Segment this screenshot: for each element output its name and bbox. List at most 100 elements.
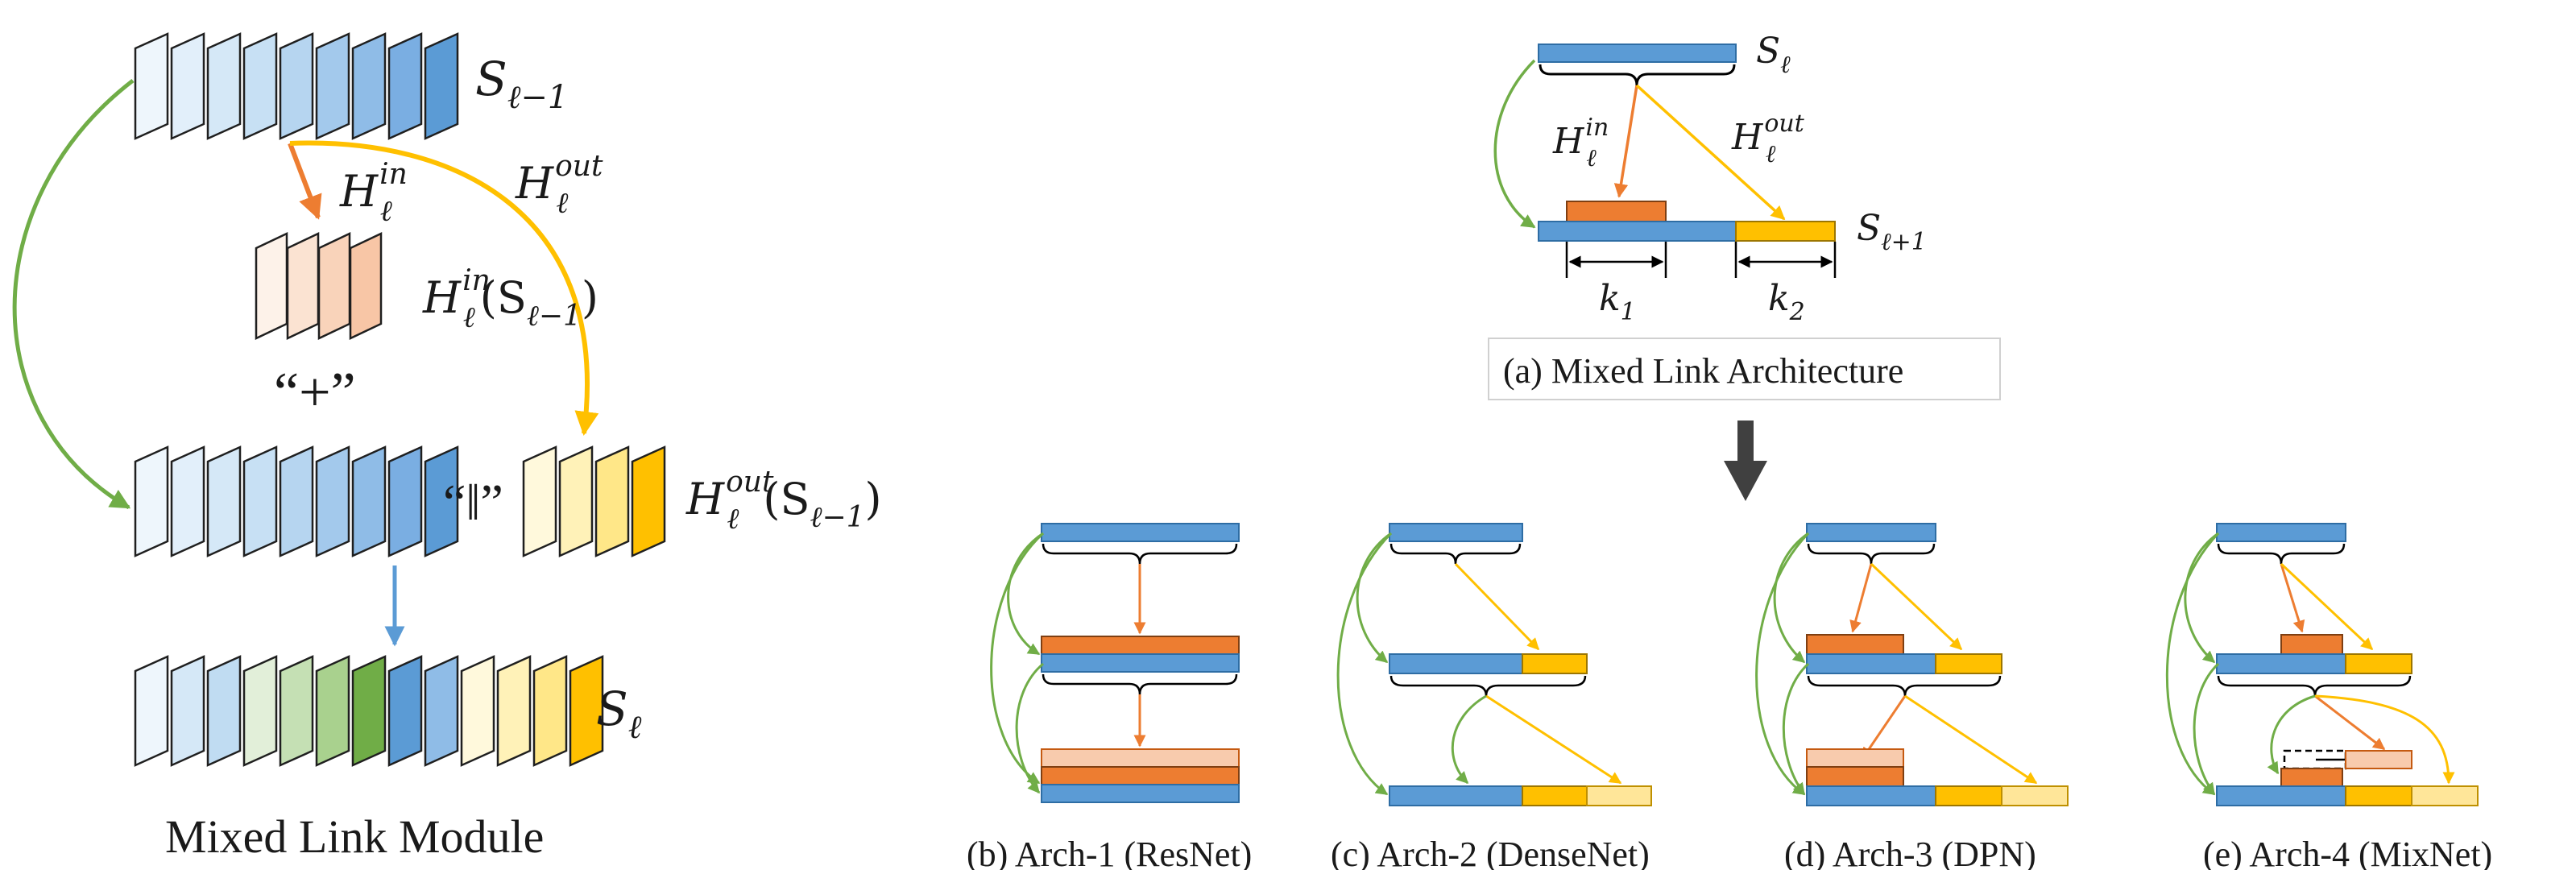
feature-map <box>206 445 242 557</box>
b-bot-orange <box>1041 766 1240 785</box>
feature-map <box>206 655 242 767</box>
d-skip-3 <box>1782 662 1810 796</box>
d-top-bar <box>1806 523 1936 542</box>
c-skip-3 <box>1451 694 1487 785</box>
c-bot-yellow-light <box>1586 785 1652 806</box>
feature-map <box>255 232 288 340</box>
d-skip-1 <box>1773 532 1809 664</box>
h-in-arrow <box>288 142 322 220</box>
b-skip-3 <box>1015 662 1044 794</box>
label-plus: “+” <box>274 362 356 424</box>
c-mid-yellow <box>1522 653 1588 674</box>
feature-map <box>594 445 630 557</box>
feature-map <box>315 655 350 767</box>
e-bot-orange <box>2280 768 2343 787</box>
e-yellow-arrow-1 <box>2280 562 2374 651</box>
feature-map <box>351 445 387 557</box>
arch-a-orange-block <box>1566 201 1667 222</box>
feature-map <box>170 445 205 557</box>
feature-map <box>351 655 387 767</box>
variant-b: (b) Arch-1 (ResNet) <box>967 523 1252 870</box>
feature-map <box>279 445 314 557</box>
d-bot-orange-light <box>1806 748 1904 768</box>
feature-map <box>315 32 350 140</box>
d-mid-blue <box>1806 653 1936 674</box>
d-bot-yellow-light <box>2001 785 2069 806</box>
e-mid-orange <box>2280 634 2343 655</box>
label-h-in: Hin ℓ <box>339 158 408 228</box>
feature-stack-concat-blue <box>134 445 459 557</box>
d-skip-2 <box>1755 532 1810 796</box>
e-skip-3 <box>2267 694 2316 775</box>
feature-map <box>387 445 423 557</box>
variant-d: (d) Arch-3 (DPN) <box>1755 523 2069 870</box>
e-bot-blue <box>2216 785 2346 806</box>
e-mid-blue <box>2216 653 2346 674</box>
label-h-out: Hout ℓ <box>515 150 603 220</box>
e-mid-yellow <box>2345 653 2412 674</box>
d-mid-yellow <box>1935 653 2002 674</box>
feature-map <box>522 445 557 557</box>
feature-map <box>317 232 351 340</box>
feature-map <box>242 32 278 140</box>
b-mid-orange <box>1041 636 1240 655</box>
feature-map <box>170 655 205 767</box>
d-bot-yellow <box>1935 785 2002 806</box>
b-mid-blue <box>1041 653 1240 673</box>
d-orange-arrow-1 <box>1849 563 1873 633</box>
arch-a-label-s-top: Sℓ <box>1756 31 1791 79</box>
transition-arrow-head <box>1724 461 1767 501</box>
arch-a-caption: (a) Mixed Link Architecture <box>1503 351 1903 391</box>
feature-map <box>351 32 387 140</box>
green-skip-arrow <box>12 79 135 510</box>
variant-c: (c) Arch-2 (DenseNet) <box>1331 523 1652 870</box>
c-yellow-arrow-1 <box>1454 562 1540 651</box>
arch-a-label-k2: k2 <box>1768 278 1805 326</box>
c-skip-1 <box>1356 532 1392 664</box>
d-bot-orange <box>1806 766 1904 787</box>
feature-map <box>279 655 314 767</box>
e-brace <box>2217 543 2346 565</box>
feature-map <box>279 32 314 140</box>
feature-map <box>170 32 205 140</box>
feature-map <box>286 232 320 340</box>
arch-a-label-k1: k1 <box>1599 278 1636 326</box>
c-caption: (c) Arch-2 (DenseNet) <box>1331 835 1650 870</box>
arch-a-s-bottom-yellow <box>1735 221 1836 242</box>
e-yellow-arrow-2 <box>2314 694 2455 785</box>
arch-a-label-h-in: Hin ℓ <box>1552 114 1609 172</box>
d-caption: (d) Arch-3 (DPN) <box>1784 835 2036 870</box>
feature-map <box>631 445 666 557</box>
feature-map <box>134 445 169 557</box>
c-yellow-arrow-2 <box>1485 694 1622 785</box>
b-skip-1 <box>1007 532 1044 656</box>
e-caption: (e) Arch-4 (MixNet) <box>2203 835 2492 870</box>
arch-a-skip-arrow <box>1493 59 1536 229</box>
arch-a-s-top-bar <box>1538 44 1737 63</box>
feature-map <box>424 32 459 140</box>
c-bot-blue <box>1389 785 1523 806</box>
e-skip-4 <box>2193 662 2220 796</box>
h-out-arrow <box>289 140 599 436</box>
e-brace-2 <box>2217 675 2412 697</box>
feature-map <box>206 32 242 140</box>
feature-map <box>460 655 495 767</box>
feature-map <box>242 655 278 767</box>
d-yellow-arrow-2 <box>1904 694 2038 785</box>
arch-a-brace <box>1539 64 1736 86</box>
c-brace-2 <box>1389 675 1587 697</box>
arch-a: Sℓ Hin ℓ Hout ℓ Sℓ+1 k1 k2 (a) Mixed Link … <box>1488 31 2001 501</box>
c-bot-yellow <box>1522 785 1588 806</box>
e-bot-yellow <box>2345 785 2412 806</box>
feature-map <box>558 445 594 557</box>
variant-e: (e) Arch-4 (MixNet) <box>2165 523 2492 870</box>
feature-stack-h-in <box>255 232 383 340</box>
arch-a-s-bottom-blue <box>1538 221 1737 242</box>
feature-stack-concat-yellow <box>522 445 666 557</box>
feature-map <box>242 445 278 557</box>
label-concat: “‖” <box>443 474 503 531</box>
feature-stack-s-cur <box>134 655 604 767</box>
arch-a-caption-box <box>1488 338 2001 400</box>
feature-map <box>387 655 423 767</box>
feature-map <box>134 655 169 767</box>
